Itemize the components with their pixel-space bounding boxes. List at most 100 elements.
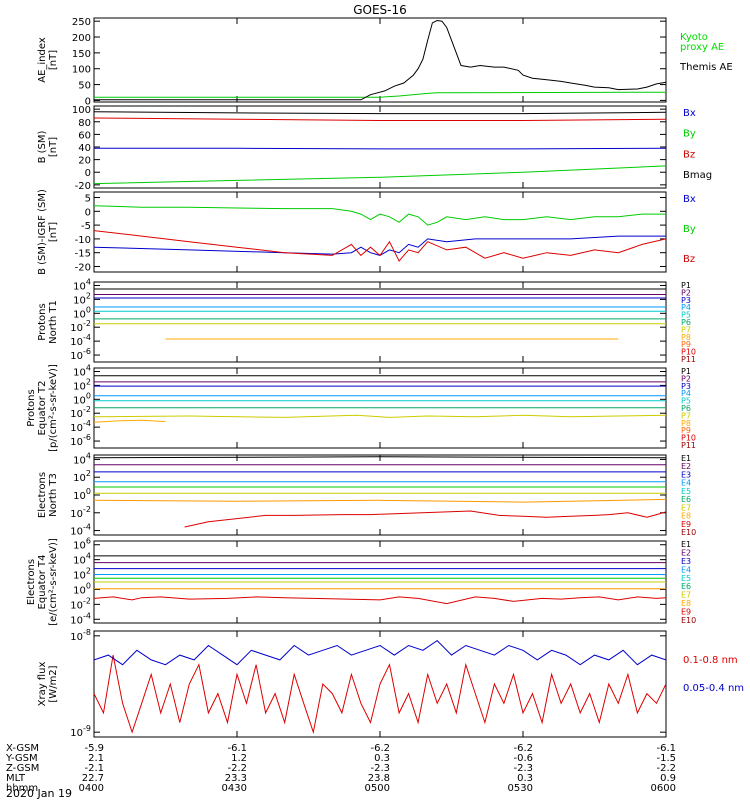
ephemeris-label: MLT [6,773,26,784]
series-bx [94,147,666,150]
series-e9 [184,510,666,528]
legend-item: By [683,129,696,140]
legend-item: P11 [681,355,696,364]
y-tick-label: 10-6 [70,433,91,448]
y-axis-label: AE_index [37,37,48,83]
ephemeris-value: 2.1 [88,753,104,764]
legend-item: Bx [683,194,696,205]
ephemeris-value: 0500 [365,783,390,794]
ephemeris-label: Z-GSM [6,763,39,774]
y-tick-label: 150 [72,49,91,60]
legend-item: P3 [681,382,691,391]
y-tick-label: 10-4 [70,611,91,626]
ephemeris-label: hhmm [6,783,38,794]
ephemeris-value: -6.1 [227,743,247,754]
legend-item: P3 [681,296,691,305]
y-tick-label: -15 [75,249,91,260]
legend-item: P6 [681,404,691,413]
ephemeris-value: -6.1 [656,743,676,754]
y-axis-label: [p/(cm²-s-sr-keV)] [48,364,59,452]
legend-item: 0.1-0.8 nm [683,655,738,666]
series-bx [94,235,666,256]
ephemeris-table: X-GSM -5.9 -6.1 -6.2 -6.2 -6.1Y-GSM 2.1 1.2 0.3-… [5,743,676,794]
y-tick-label: -20 [75,262,91,273]
legend-item: E10 [681,616,696,625]
legend-item: P7 [681,325,691,334]
chart-title: GOES-16 [353,3,407,17]
legend-item: E9 [681,608,691,617]
ephemeris-value: 0400 [79,783,104,794]
plot-frame [93,17,667,103]
ephemeris-value: -1.5 [656,753,676,764]
y-axis-label: Protons [26,389,37,426]
y-tick-label: 100 [73,305,91,320]
plot-frame [93,191,667,273]
legend-item: E2 [681,462,691,471]
y-tick-label: 100 [73,391,91,406]
y-tick-label: 106 [73,537,91,552]
y-tick-label: 40 [78,143,91,154]
series-e9 [94,596,666,605]
y-axis-label: [e/(cm²-s-sr-keV)] [48,538,59,626]
y-axis-label: North T3 [48,473,59,517]
y-tick-label: 100 [73,581,91,596]
series-bmag [94,111,666,115]
y-axis-label: B (SM) [37,130,48,163]
legend-item: P8 [681,419,691,428]
y-axis-label: B (SM)-IGRF (SM) [37,189,48,275]
legend-item: E8 [681,512,691,521]
y-tick-label: 102 [73,291,91,306]
ephemeris-label: Y-GSM [5,753,38,764]
panel-e_north: 104 102 100 10-2 10-4 Electrons North T3 E1E2E3… [37,451,696,537]
legend-item: E5 [681,574,691,583]
legend-item: E10 [681,528,696,537]
date-label: 2020 Jan 19 [6,787,72,800]
y-tick-label: -20 [75,181,91,192]
legend-item: E4 [681,479,691,488]
ephemeris-value: 0430 [222,783,247,794]
series-0-1-0-8-nm [94,655,666,735]
ephemeris-value: -2.3 [513,763,533,774]
legend-item: E8 [681,599,691,608]
y-tick-label: -5 [81,221,91,232]
y-tick-label: 10-2 [70,405,91,420]
y-tick-label: 100 [72,105,91,116]
series-e1 [94,456,666,459]
legend-item: P5 [681,397,691,406]
series-bz [94,117,666,121]
legend-item: P7 [681,411,691,420]
legend-item: P5 [681,311,691,320]
legend-item: E6 [681,582,691,591]
y-tick-label: 0 [85,207,91,218]
legend-item: P1 [681,281,691,290]
y-tick-label: 104 [73,552,91,567]
legend-item: proxy AE [680,42,724,53]
y-tick-label: 200 [72,33,91,44]
y-axis-label: Xray flux [37,662,48,707]
ephemeris-value: 0.3 [374,753,390,764]
ephemeris-value: -5.9 [84,743,104,754]
y-tick-label: 10-6 [70,347,91,362]
legend-item: P4 [681,389,691,398]
y-tick-label: 104 [73,451,91,466]
legend-item: E1 [681,454,691,463]
y-axis-label: Equator T4 [37,555,48,610]
series-bz [94,230,666,262]
legend-item: P10 [681,348,696,357]
ephemeris-value: 1.2 [231,753,247,764]
y-tick-label: 104 [73,277,91,292]
legend-item: P6 [681,318,691,327]
y-tick-label: 102 [73,567,91,582]
legend-item: P1 [681,367,691,376]
y-tick-label: 0 [85,168,91,179]
ephemeris-label: X-GSM [6,743,39,754]
y-tick-label: 0 [85,96,91,107]
legend-item: Kyoto [680,32,708,43]
ephemeris-value: -2.1 [84,763,104,774]
